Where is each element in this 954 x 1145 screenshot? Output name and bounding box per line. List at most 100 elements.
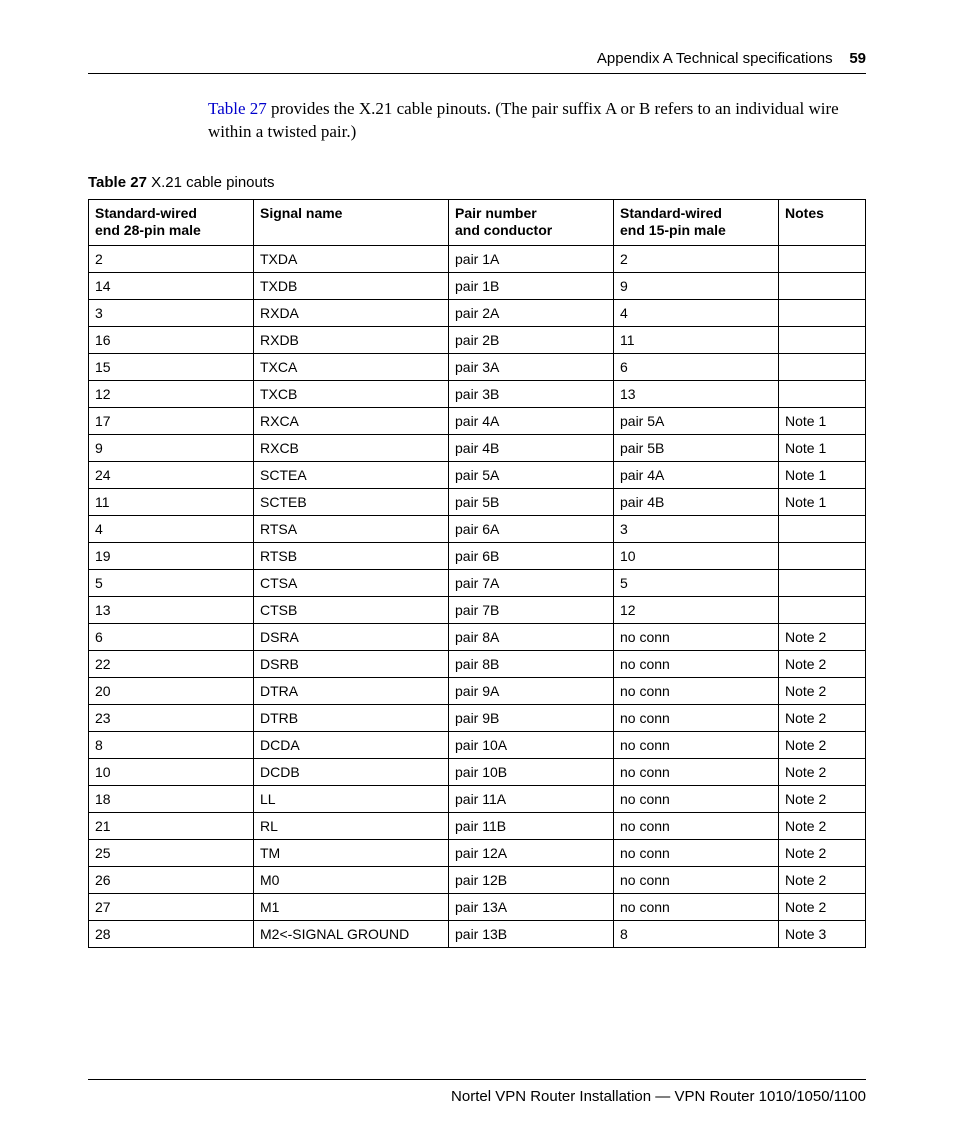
table-cell: 24 [89,461,254,488]
table-cell: pair 6B [449,542,614,569]
table-row: 28M2<-SIGNAL GROUNDpair 13B8Note 3 [89,920,866,947]
table-cell: pair 4B [614,488,779,515]
table-cell: pair 11B [449,812,614,839]
table-cell: Note 2 [779,812,866,839]
table-cell [779,596,866,623]
table-row: 21RLpair 11Bno connNote 2 [89,812,866,839]
table-cell: 23 [89,704,254,731]
table-cell: Note 2 [779,677,866,704]
table-header-row: Standard-wiredend 28-pin maleSignal name… [89,199,866,245]
table-cell: RXCB [254,434,449,461]
table-cell: RXDA [254,299,449,326]
table-cell: DCDA [254,731,449,758]
table-row: 17RXCApair 4Apair 5ANote 1 [89,407,866,434]
table-cell: pair 3B [449,380,614,407]
table-cell: 13 [89,596,254,623]
table-header-cell: Pair numberand conductor [449,199,614,245]
table-cell [779,272,866,299]
table-row: 9RXCBpair 4Bpair 5BNote 1 [89,434,866,461]
table-cell: 9 [89,434,254,461]
table-cell: pair 10B [449,758,614,785]
table-header-cell: Signal name [254,199,449,245]
table-cell: pair 8B [449,650,614,677]
table-cell: no conn [614,893,779,920]
table-cell: 11 [614,326,779,353]
table-cell: no conn [614,758,779,785]
table-row: 16RXDBpair 2B11 [89,326,866,353]
page-footer: Nortel VPN Router Installation — VPN Rou… [88,1079,866,1105]
caption-label: Table 27 [88,174,147,191]
table-cell: pair 4B [449,434,614,461]
table-cell: 26 [89,866,254,893]
table-cell: 5 [614,569,779,596]
table-cell: pair 5A [614,407,779,434]
table-cell [779,380,866,407]
table-cell: TXDB [254,272,449,299]
table-row: 12TXCBpair 3B13 [89,380,866,407]
table-cell: RL [254,812,449,839]
table-cell: pair 4A [614,461,779,488]
table-cell: 21 [89,812,254,839]
table-cell: no conn [614,812,779,839]
table-row: 20DTRApair 9Ano connNote 2 [89,677,866,704]
table-cell: pair 1B [449,272,614,299]
table-cell: 17 [89,407,254,434]
intro-paragraph: Table 27 provides the X.21 cable pinouts… [208,98,866,144]
table-cell: pair 9A [449,677,614,704]
table-cell: TXDA [254,245,449,272]
table-row: 11SCTEBpair 5Bpair 4BNote 1 [89,488,866,515]
table-cell: CTSB [254,596,449,623]
table-reference-link[interactable]: Table 27 [208,99,267,118]
table-row: 4RTSApair 6A3 [89,515,866,542]
table-cell: 9 [614,272,779,299]
table-cell: pair 5A [449,461,614,488]
table-cell: Note 2 [779,623,866,650]
table-cell: no conn [614,677,779,704]
table-cell: 5 [89,569,254,596]
table-cell: Note 2 [779,866,866,893]
table-body: 2TXDApair 1A214TXDBpair 1B93RXDApair 2A4… [89,245,866,947]
table-cell [779,569,866,596]
table-cell: M0 [254,866,449,893]
table-cell: DSRB [254,650,449,677]
table-row: 3RXDApair 2A4 [89,299,866,326]
table-caption: Table 27 X.21 cable pinouts [88,174,866,191]
table-cell: 10 [89,758,254,785]
page-header: Appendix A Technical specifications 59 [88,50,866,74]
table-cell: pair 9B [449,704,614,731]
table-cell: RTSB [254,542,449,569]
table-cell: pair 12A [449,839,614,866]
table-cell: 3 [614,515,779,542]
table-cell: pair 5B [449,488,614,515]
table-row: 6DSRApair 8Ano connNote 2 [89,623,866,650]
table-cell: TXCA [254,353,449,380]
table-cell: Note 1 [779,407,866,434]
table-header-cell: Standard-wiredend 28-pin male [89,199,254,245]
table-row: 5CTSApair 7A5 [89,569,866,596]
table-cell: RXCA [254,407,449,434]
table-cell: pair 4A [449,407,614,434]
table-row: 24SCTEApair 5Apair 4ANote 1 [89,461,866,488]
table-head: Standard-wiredend 28-pin maleSignal name… [89,199,866,245]
table-cell: 20 [89,677,254,704]
table-cell: 14 [89,272,254,299]
table-cell: pair 12B [449,866,614,893]
table-cell: Note 1 [779,488,866,515]
table-cell: pair 13B [449,920,614,947]
table-cell: Note 2 [779,839,866,866]
table-cell: no conn [614,650,779,677]
intro-rest-text: provides the X.21 cable pinouts. (The pa… [208,99,839,141]
table-cell: Note 2 [779,704,866,731]
table-cell: pair 1A [449,245,614,272]
footer-text: Nortel VPN Router Installation — VPN Rou… [451,1088,866,1105]
table-header-cell: Standard-wiredend 15-pin male [614,199,779,245]
table-row: 15TXCApair 3A6 [89,353,866,380]
table-cell: 16 [89,326,254,353]
table-cell: Note 2 [779,785,866,812]
table-cell: 4 [89,515,254,542]
table-cell: 27 [89,893,254,920]
table-cell: 6 [614,353,779,380]
table-row: 10DCDBpair 10Bno connNote 2 [89,758,866,785]
table-cell: pair 2B [449,326,614,353]
table-cell: M1 [254,893,449,920]
